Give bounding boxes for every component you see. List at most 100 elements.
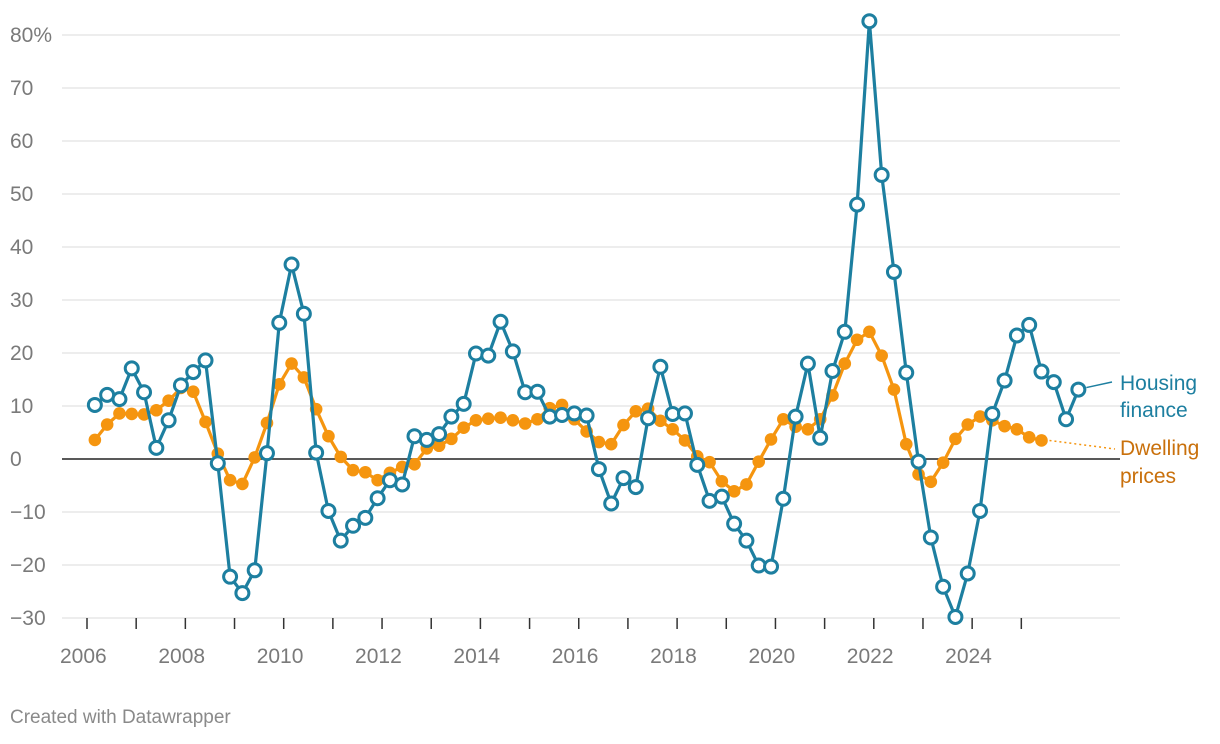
dwelling-prices-point: [531, 412, 544, 426]
housing-finance-point: [455, 395, 472, 412]
housing-finance-point: [922, 529, 939, 546]
housing-finance-point: [615, 470, 632, 487]
y-tick-label: 50: [10, 183, 33, 206]
y-tick-label: 60: [10, 130, 33, 153]
housing-finance-point: [726, 515, 743, 532]
series-layer: [86, 13, 1087, 625]
dwelling-prices-point: [408, 458, 421, 471]
dwelling-prices-point: [346, 463, 360, 477]
dwelling-prices-point: [666, 423, 679, 436]
dwelling-prices-point: [506, 414, 520, 427]
dwelling-prices-point: [752, 455, 766, 468]
x-tick-label: 2006: [60, 645, 107, 668]
housing-finance-point: [480, 347, 497, 364]
housing-finance-point: [369, 490, 386, 507]
dwelling-prices-point: [629, 405, 643, 418]
y-tick-label: −20: [10, 554, 46, 577]
housing-finance-point: [504, 343, 521, 360]
housing-finance-point: [246, 562, 263, 579]
housing-finance-point: [996, 372, 1013, 389]
housing-finance-point: [873, 166, 890, 183]
housing-finance-point: [972, 502, 989, 519]
housing-finance-point: [185, 364, 202, 381]
dwelling-prices-point: [371, 473, 384, 487]
housing-finance-point: [418, 431, 435, 448]
dwelling-prices-point: [322, 429, 335, 443]
dwelling-prices-point: [186, 385, 200, 398]
housing-finance-point: [824, 363, 841, 380]
housing-finance-point: [799, 355, 816, 372]
dwelling-prices-point: [1035, 434, 1048, 447]
dwelling-prices-point: [838, 357, 852, 370]
dwelling-prices-point: [654, 414, 667, 428]
housing-finance-point: [935, 578, 952, 595]
housing-finance-point: [148, 439, 165, 456]
housing-finance-point: [320, 502, 337, 519]
housing-finance-point: [136, 384, 153, 401]
dwelling-prices-point: [777, 412, 790, 426]
housing-finance-point: [443, 408, 460, 425]
housing-finance-point: [787, 408, 804, 425]
dwelling-prices-point: [113, 407, 126, 420]
dwelling-prices-point: [223, 473, 237, 487]
housing-finance-point: [959, 565, 976, 582]
dwelling-prices-point: [887, 383, 901, 396]
dwelling-prices-point: [764, 433, 778, 446]
housing-finance-point: [910, 453, 927, 470]
housing-finance-label: finance: [1120, 399, 1188, 422]
housing-finance-point: [640, 410, 657, 427]
y-tick-label: 20: [10, 342, 33, 365]
housing-finance-point: [1045, 374, 1062, 391]
dwelling-prices-label: prices: [1120, 465, 1176, 488]
series-housing-finance: [86, 13, 1087, 625]
dwelling-prices-point: [125, 407, 139, 421]
y-tick-label: 30: [10, 289, 33, 312]
dwelling-prices-point: [432, 439, 446, 453]
gridlines: [62, 34, 1120, 619]
dwelling-prices-point: [297, 371, 311, 384]
dwelling-prices-point: [727, 485, 741, 498]
dwelling-prices-point: [973, 410, 987, 423]
dwelling-prices-point: [272, 377, 286, 391]
housing-finance-point: [345, 517, 362, 534]
housing-finance-point: [258, 445, 275, 462]
x-tick-label: 2014: [453, 645, 500, 668]
housing-finance-point: [603, 495, 620, 512]
housing-finance-point: [885, 263, 902, 280]
housing-finance-point: [652, 358, 669, 375]
y-tick-label: 70: [10, 77, 33, 100]
dwelling-prices-point: [285, 357, 298, 370]
housing-finance-point: [1021, 316, 1038, 333]
housing-finance-point: [209, 455, 226, 472]
datawrapper-credit[interactable]: Created with Datawrapper: [10, 707, 231, 728]
dwelling-prices-label: Dwelling: [1120, 437, 1199, 460]
x-tick-label: 2018: [650, 645, 697, 668]
housing-finance-point: [431, 426, 448, 443]
housing-finance-point: [529, 383, 546, 400]
housing-finance-point: [898, 364, 915, 381]
x-tick-label: 2024: [945, 645, 992, 668]
y-tick-label: 40: [10, 236, 33, 259]
housing-finance-point: [295, 305, 312, 322]
y-tick-label: −30: [10, 607, 46, 630]
housing-finance-connector: [1086, 381, 1113, 389]
housing-finance-point: [332, 532, 349, 549]
housing-finance-point: [394, 476, 411, 493]
dwelling-prices-point: [100, 418, 114, 431]
housing-finance-point: [160, 412, 177, 429]
housing-finance-point: [86, 396, 103, 413]
housing-finance-point: [738, 532, 755, 549]
housing-finance-point: [1008, 327, 1025, 344]
housing-finance-point: [308, 444, 325, 461]
dwelling-prices-point: [936, 456, 950, 470]
dwelling-prices-point: [678, 434, 692, 447]
dwelling-prices-point: [359, 465, 372, 479]
dwelling-prices-point: [445, 432, 458, 446]
dwelling-prices-point: [1010, 423, 1024, 436]
housing-finance-label: Housing: [1120, 372, 1197, 395]
housing-finance-point: [775, 490, 792, 507]
housing-finance-point: [172, 377, 189, 394]
housing-finance-line: [93, 19, 1081, 619]
housing-finance-point: [111, 391, 128, 408]
